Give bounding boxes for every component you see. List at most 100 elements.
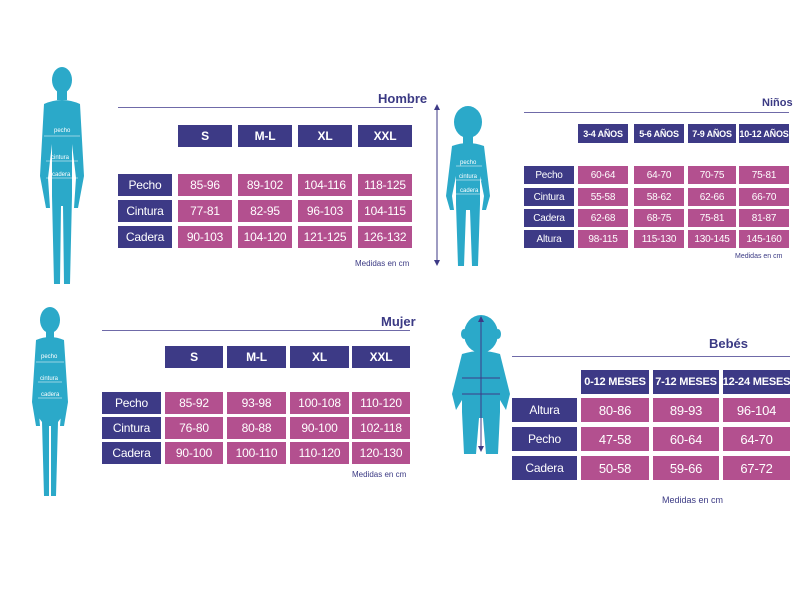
figure-label-pecho: pecho: [41, 354, 58, 360]
figure-label-cintura: cintura: [40, 376, 59, 382]
row-label-pecho: Pecho: [118, 174, 172, 196]
size-header-ml: M-L: [227, 346, 286, 368]
table-cell: 82-95: [238, 200, 292, 222]
row-label-cintura: Cintura: [102, 417, 161, 439]
table-cell: 62-66: [688, 188, 736, 206]
row-label-cadera: Cadera: [524, 209, 574, 227]
table-cell: 115-130: [634, 230, 684, 248]
table-cell: 50-58: [581, 456, 649, 480]
table-cell: 89-102: [238, 174, 292, 196]
mujer-title: Mujer: [381, 314, 416, 329]
table-cell: 60-64: [578, 166, 628, 184]
units-note: Medidas en cm: [352, 470, 407, 479]
table-cell: 100-110: [227, 442, 286, 464]
size-header-3-4: 3-4 AÑOS: [578, 124, 628, 143]
size-header-xl: XL: [298, 125, 352, 147]
table-cell: 80-88: [227, 417, 286, 439]
hombre-title: Hombre: [378, 91, 428, 106]
figure-label-cadera: cadera: [52, 172, 71, 178]
table-cell: 145-160: [739, 230, 789, 248]
size-header-xxl: XXL: [352, 346, 410, 368]
figure-label-cintura: cintura: [51, 155, 70, 161]
size-header-10-12: 10-12 AÑOS: [739, 124, 789, 143]
table-cell: 90-103: [178, 226, 232, 248]
row-label-cadera: Cadera: [512, 456, 577, 480]
table-cell: 77-81: [178, 200, 232, 222]
size-header-0-12: 0-12 MESES: [581, 370, 649, 394]
table-cell: 100-108: [290, 392, 349, 414]
table-cell: 80-86: [581, 398, 649, 422]
size-header-7-9: 7-9 AÑOS: [688, 124, 736, 143]
table-cell: 118-125: [358, 174, 412, 196]
size-header-s: S: [165, 346, 223, 368]
table-cell: 96-103: [298, 200, 352, 222]
table-cell: 64-70: [634, 166, 684, 184]
table-cell: 68-75: [634, 209, 684, 227]
row-label-cintura: Cintura: [118, 200, 172, 222]
size-header-12-24: 12-24 MESES: [723, 370, 790, 394]
table-cell: 76-80: [165, 417, 223, 439]
woman-figure-icon: pecho cintura cadera: [32, 307, 68, 496]
row-label-pecho: Pecho: [524, 166, 574, 184]
ninos-title: Niños: [762, 97, 793, 109]
row-label-cadera: Cadera: [102, 442, 161, 464]
size-header-ml: M-L: [238, 125, 292, 147]
size-header-5-6: 5-6 AÑOS: [634, 124, 684, 143]
table-cell: 130-145: [688, 230, 736, 248]
table-cell: 66-70: [739, 188, 789, 206]
table-cell: 47-58: [581, 427, 649, 451]
table-cell: 120-130: [352, 442, 410, 464]
table-cell: 67-72: [723, 456, 790, 480]
units-note: Medidas en cm: [735, 253, 783, 260]
table-cell: 121-125: [298, 226, 352, 248]
table-cell: 90-100: [290, 417, 349, 439]
table-cell: 55-58: [578, 188, 628, 206]
row-label-cintura: Cintura: [524, 188, 574, 206]
row-label-altura: Altura: [512, 398, 577, 422]
size-header-7-12: 7-12 MESES: [653, 370, 719, 394]
table-cell: 64-70: [723, 427, 790, 451]
table-cell: 81-87: [739, 209, 789, 227]
table-cell: 104-115: [358, 200, 412, 222]
table-cell: 75-81: [688, 209, 736, 227]
baby-figure-icon: [452, 315, 510, 454]
units-note: Medidas en cm: [355, 259, 410, 268]
ninos-rule: [524, 112, 789, 113]
hombre-rule: [118, 107, 413, 108]
units-note: Medidas en cm: [662, 495, 724, 505]
table-cell: 96-104: [723, 398, 790, 422]
table-cell: 110-120: [290, 442, 349, 464]
table-cell: 126-132: [358, 226, 412, 248]
table-cell: 85-92: [165, 392, 223, 414]
figure-label-pecho: pecho: [460, 160, 477, 166]
bebes-title: Bebés: [709, 336, 749, 351]
table-cell: 110-120: [352, 392, 410, 414]
man-figure-icon: pecho cintura cadera: [40, 67, 84, 284]
table-cell: 102-118: [352, 417, 410, 439]
row-label-pecho: Pecho: [102, 392, 161, 414]
bebes-rule: [512, 356, 790, 357]
mujer-rule: [102, 330, 410, 331]
table-cell: 59-66: [653, 456, 719, 480]
table-cell: 75-81: [739, 166, 789, 184]
size-header-s: S: [178, 125, 232, 147]
table-cell: 89-93: [653, 398, 719, 422]
table-cell: 58-62: [634, 188, 684, 206]
table-cell: 60-64: [653, 427, 719, 451]
figure-label-cadera: cadera: [41, 392, 60, 398]
table-cell: 93-98: [227, 392, 286, 414]
table-cell: 104-116: [298, 174, 352, 196]
table-cell: 90-100: [165, 442, 223, 464]
size-header-xxl: XXL: [358, 125, 412, 147]
row-label-cadera: Cadera: [118, 226, 172, 248]
figure-label-cintura: cintura: [459, 174, 478, 180]
row-label-pecho: Pecho: [512, 427, 577, 451]
table-cell: 62-68: [578, 209, 628, 227]
table-cell: 70-75: [688, 166, 736, 184]
table-cell: 98-115: [578, 230, 628, 248]
child-figure-icon: pecho cintura cadera: [434, 104, 490, 266]
size-header-xl: XL: [290, 346, 349, 368]
figure-label-pecho: pecho: [54, 128, 71, 134]
table-cell: 85-96: [178, 174, 232, 196]
table-cell: 104-120: [238, 226, 292, 248]
